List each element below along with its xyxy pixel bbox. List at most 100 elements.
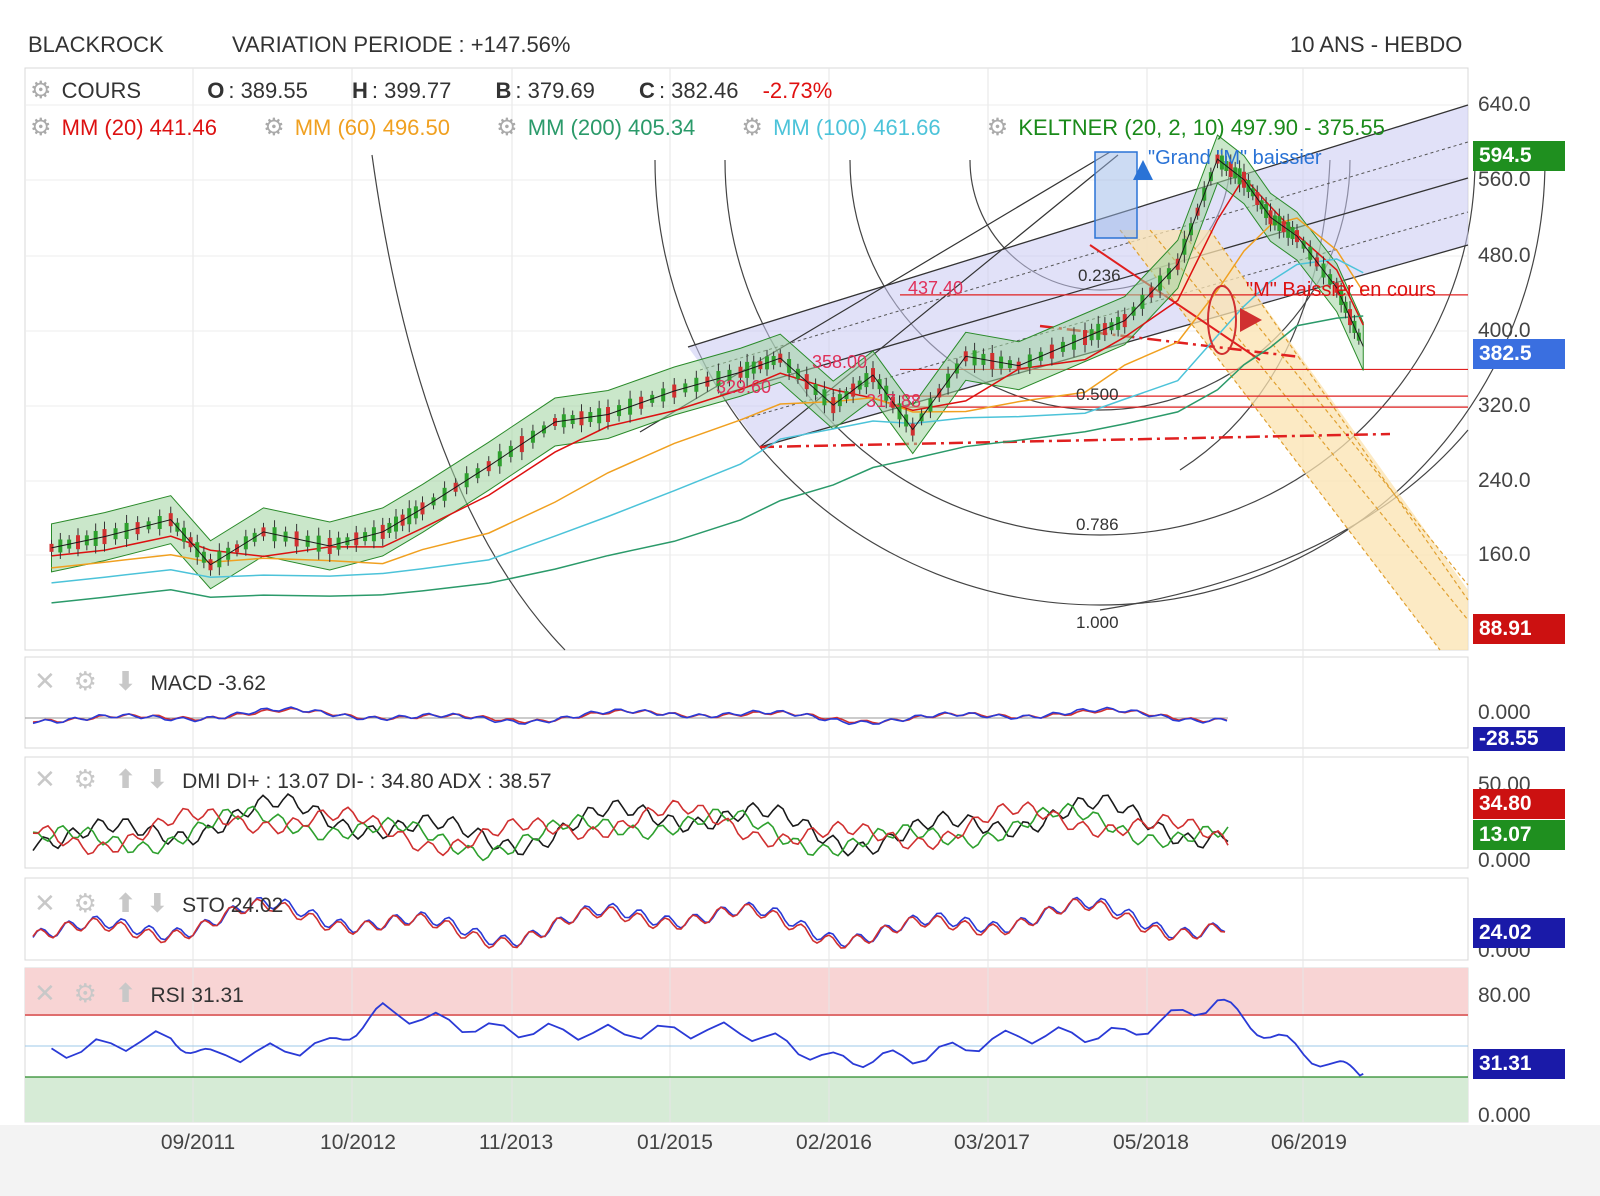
y-tick: 560.0 bbox=[1478, 168, 1531, 191]
arrow-down-icon[interactable]: ⬇ bbox=[146, 764, 169, 794]
close-icon[interactable]: ✕ bbox=[34, 666, 56, 696]
gear-icon[interactable]: ⚙ bbox=[73, 888, 97, 918]
channel-upper bbox=[687, 104, 1469, 348]
variation-text: VARIATION PERIODE : +147.56% bbox=[232, 32, 571, 57]
mm200-label[interactable]: MM (200) 405.34 bbox=[527, 115, 696, 140]
gear-icon[interactable]: ⚙ bbox=[741, 114, 763, 141]
symbol-title: BLACKROCK bbox=[28, 32, 164, 57]
gear-icon[interactable]: ⚙ bbox=[73, 978, 97, 1008]
gear-icon[interactable]: ⚙ bbox=[73, 764, 97, 794]
rsi-line bbox=[51, 998, 1364, 1077]
red-arrow bbox=[1240, 308, 1262, 332]
gear-icon[interactable]: ⚙ bbox=[496, 114, 518, 141]
close-key: C bbox=[639, 78, 655, 103]
grand-m-box bbox=[1094, 151, 1138, 239]
sto-label: STO bbox=[182, 894, 225, 917]
fib-1000-label: 1.000 bbox=[1076, 613, 1119, 632]
level-317-label: 317.88 bbox=[866, 391, 922, 411]
x-tick: 06/2019 bbox=[1271, 1131, 1347, 1154]
di-plus-badge: 13.07 bbox=[1473, 820, 1565, 850]
indicator-legend: ⚙ MM (20) 441.46 ⚙ MM (60) 496.50 ⚙ MM (… bbox=[30, 113, 1389, 142]
cours-label: COURS bbox=[61, 78, 142, 103]
mm60-line bbox=[51, 217, 1364, 569]
close-value: : 382.46 bbox=[658, 78, 739, 103]
di-minus-badge: 34.80 bbox=[1473, 789, 1565, 819]
x-tick: 09/2011 bbox=[160, 1131, 236, 1154]
rsi-oversold-zone bbox=[25, 1077, 1468, 1122]
rsi-header: ✕ ⚙ ⬆ RSI 31.31 bbox=[34, 978, 244, 1009]
level-329-label: 329.60 bbox=[716, 377, 772, 397]
macd-badge: -28.55 bbox=[1473, 727, 1565, 751]
dmi-panel bbox=[24, 756, 1469, 869]
y-tick: 240.0 bbox=[1478, 469, 1531, 492]
x-tick: 02/2016 bbox=[796, 1131, 872, 1154]
mm60-label[interactable]: MM (60) 496.50 bbox=[294, 115, 450, 140]
macd-label: MACD bbox=[150, 672, 213, 695]
fib-0500-label: 0.500 bbox=[1076, 385, 1119, 404]
x-axis-band bbox=[0, 1125, 1600, 1196]
x-tick: 10/2012 bbox=[320, 1131, 396, 1154]
fib-0786-label: 0.786 bbox=[1076, 515, 1119, 534]
rsi-value: 31.31 bbox=[191, 984, 244, 1007]
mm20-label[interactable]: MM (20) 441.46 bbox=[61, 115, 217, 140]
keltner-label[interactable]: KELTNER (20, 2, 10) 497.90 - 375.55 bbox=[1018, 115, 1385, 140]
di-minus-line bbox=[32, 799, 1229, 857]
blue-arrow bbox=[1133, 160, 1153, 180]
rsi-overbought-zone bbox=[25, 968, 1468, 1016]
down-channel-line bbox=[1179, 229, 1469, 586]
gear-icon[interactable]: ⚙ bbox=[73, 666, 97, 696]
gear-icon[interactable]: ⚙ bbox=[986, 114, 1009, 141]
arrow-down-icon[interactable]: ⬇ bbox=[114, 666, 137, 696]
dmi-label: DMI bbox=[182, 770, 221, 793]
macd-header: ✕ ⚙ ⬇ MACD -3.62 bbox=[34, 666, 266, 697]
sto-d-line bbox=[32, 898, 1226, 949]
neckline-dashdot bbox=[1039, 324, 1301, 359]
x-tick: 01/2015 bbox=[637, 1131, 713, 1154]
sto-value: 24.02 bbox=[230, 894, 284, 917]
close-icon[interactable]: ✕ bbox=[34, 888, 56, 918]
macd-line bbox=[32, 706, 1228, 726]
support-dashdot bbox=[759, 432, 1391, 449]
x-tick: 11/2013 bbox=[478, 1131, 554, 1154]
macd-panel bbox=[24, 656, 1469, 749]
rsi-label: RSI bbox=[150, 984, 186, 1007]
mm200-line bbox=[51, 315, 1364, 604]
low-key: B bbox=[495, 78, 512, 103]
last-price-badge: 382.5 bbox=[1473, 339, 1565, 369]
high-value: : 399.77 bbox=[371, 78, 452, 103]
low-value: : 379.69 bbox=[515, 78, 595, 103]
down-channel-line bbox=[1209, 229, 1469, 601]
arrow-up-icon[interactable]: ⬆ bbox=[114, 764, 137, 794]
period-label[interactable]: 10 ANS - HEBDO bbox=[1290, 32, 1463, 57]
low-badge: 88.91 bbox=[1473, 614, 1565, 644]
rsi-y-tick: 80.00 bbox=[1478, 984, 1531, 1007]
fib-arc bbox=[1099, 429, 1469, 611]
keltner-high-badge: 594.5 bbox=[1473, 141, 1565, 171]
open-key: O bbox=[207, 78, 225, 103]
level-437-label: 437.40 bbox=[908, 278, 964, 298]
arrow-up-icon[interactable]: ⬆ bbox=[114, 978, 137, 1008]
mm100-label[interactable]: MM (100) 461.66 bbox=[773, 115, 941, 140]
gear-icon[interactable]: ⚙ bbox=[263, 114, 285, 141]
arrow-up-icon[interactable]: ⬆ bbox=[114, 888, 137, 918]
m-ellipse bbox=[1207, 285, 1237, 355]
rsi-y-tick: 0.000 bbox=[1478, 1104, 1531, 1127]
dmi-y-tick: 0.000 bbox=[1478, 849, 1531, 872]
keltner-band bbox=[51, 134, 1364, 590]
price-line bbox=[51, 158, 1364, 566]
macd-y-tick: 0.000 bbox=[1478, 701, 1531, 724]
gear-icon[interactable]: ⚙ bbox=[30, 77, 52, 104]
trend-channel bbox=[688, 105, 1468, 447]
sto-header: ✕ ⚙ ⬆ ⬇ STO 24.02 bbox=[34, 888, 283, 919]
gear-icon[interactable]: ⚙ bbox=[30, 114, 52, 141]
close-icon[interactable]: ✕ bbox=[34, 978, 56, 1008]
y-tick: 640.0 bbox=[1478, 93, 1531, 116]
high-key: H bbox=[351, 78, 368, 103]
x-tick: 05/2018 bbox=[1113, 1131, 1189, 1154]
arrow-down-icon[interactable]: ⬇ bbox=[146, 888, 169, 918]
close-icon[interactable]: ✕ bbox=[34, 764, 56, 794]
y-tick: 400.0 bbox=[1478, 319, 1531, 342]
fib-0236-label: 0.236 bbox=[1078, 266, 1121, 285]
macd-value: -3.62 bbox=[218, 672, 266, 695]
